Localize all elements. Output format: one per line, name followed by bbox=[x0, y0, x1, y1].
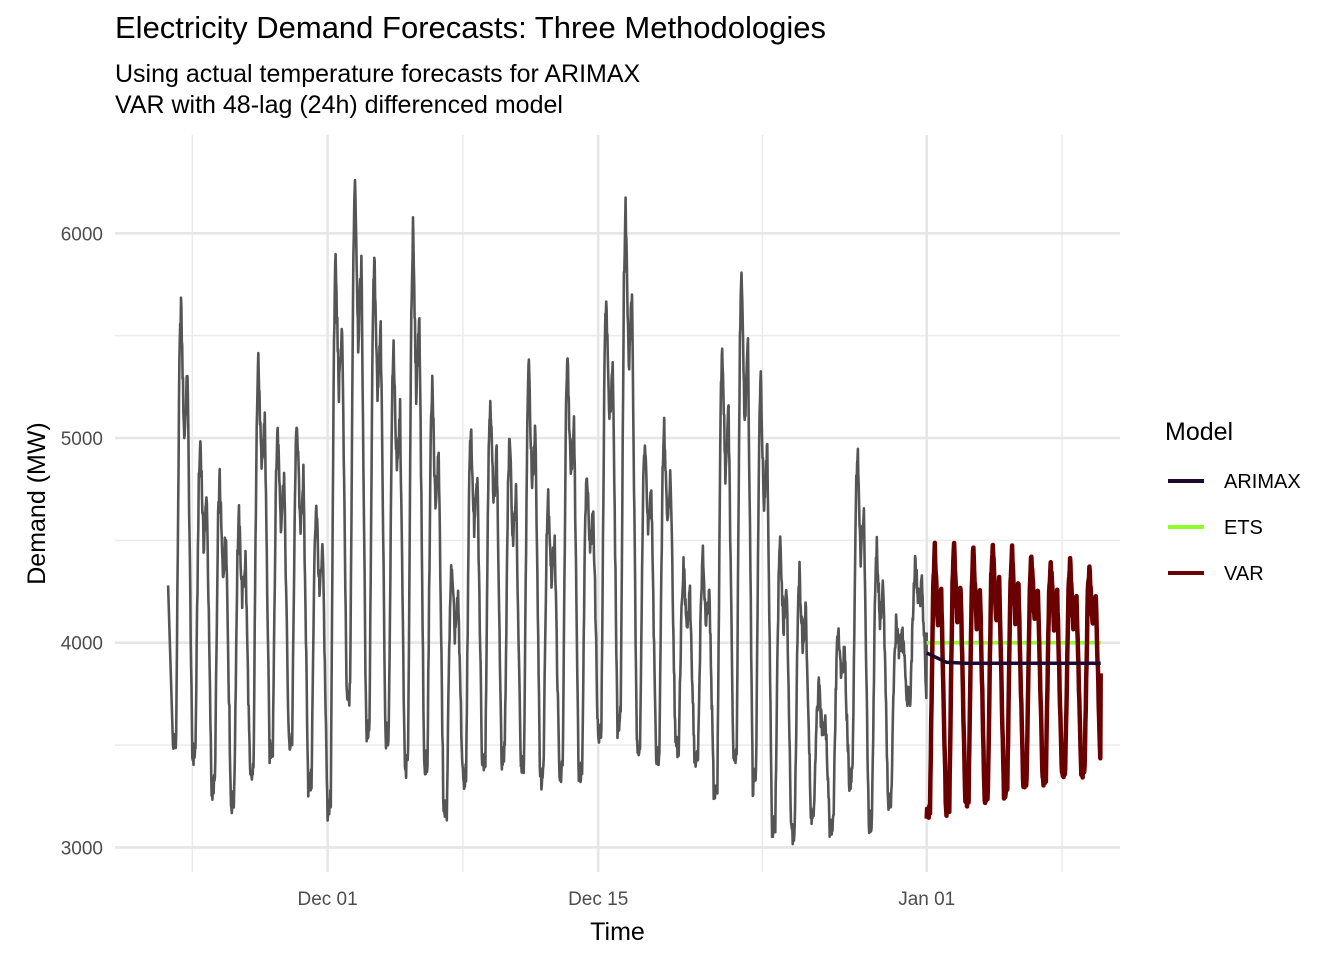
legend: Model ARIMAX ETS VAR bbox=[1165, 418, 1301, 585]
chart-subtitle-line-2: VAR with 48-lag (24h) differenced model bbox=[115, 91, 563, 119]
legend-title: Model bbox=[1165, 418, 1233, 446]
legend-label-ets: ETS bbox=[1224, 517, 1263, 539]
y-tick-label: 5000 bbox=[61, 429, 103, 450]
x-tick-label: Dec 15 bbox=[568, 889, 628, 910]
arimax-forecast-line bbox=[925, 651, 1101, 665]
observed-demand-line bbox=[166, 178, 928, 846]
chart-subtitle-line-1: Using actual temperature forecasts for A… bbox=[115, 60, 641, 88]
legend-label-arimax: ARIMAX bbox=[1224, 471, 1301, 493]
y-tick-label: 3000 bbox=[61, 838, 103, 859]
grid-major bbox=[115, 135, 1120, 872]
chart-title: Electricity Demand Forecasts: Three Meth… bbox=[115, 10, 827, 45]
var-forecast-line bbox=[924, 540, 1103, 820]
y-tick-label: 4000 bbox=[61, 634, 103, 655]
x-tick-label: Dec 01 bbox=[297, 889, 357, 910]
observed-series bbox=[166, 178, 928, 846]
legend-label-var: VAR bbox=[1224, 563, 1264, 585]
y-axis-title: Demand (MW) bbox=[23, 422, 51, 585]
y-axis-ticks: 3000 4000 5000 6000 bbox=[61, 224, 103, 859]
x-axis-title: Time bbox=[590, 918, 645, 946]
y-tick-label: 6000 bbox=[61, 224, 103, 245]
forecast-series bbox=[924, 540, 1103, 820]
x-axis-ticks: Dec 01 Dec 15 Jan 01 bbox=[297, 889, 955, 910]
x-tick-label: Jan 01 bbox=[898, 889, 955, 910]
